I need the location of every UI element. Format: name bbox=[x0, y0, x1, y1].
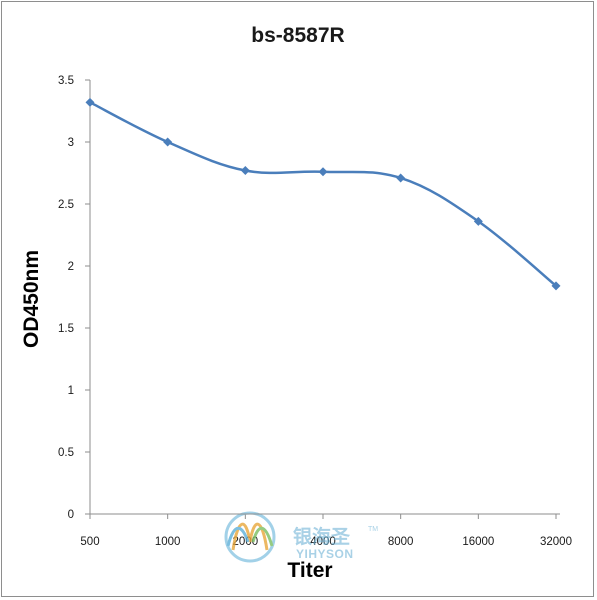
x-tick-label: 500 bbox=[80, 536, 99, 548]
data-point-marker bbox=[240, 166, 250, 176]
y-tick-label: 0 bbox=[68, 509, 74, 521]
data-point-marker bbox=[85, 97, 95, 107]
x-tick-label: 32000 bbox=[540, 536, 572, 548]
y-axis: 0 0.5 1 1.5 2 2.5 3 3.5 bbox=[58, 75, 90, 521]
x-tick-label: 16000 bbox=[462, 536, 494, 548]
data-point-marker bbox=[163, 137, 173, 147]
x-axis-title: Titer bbox=[287, 559, 332, 582]
watermark-tm: TM bbox=[368, 526, 378, 533]
data-point-marker bbox=[473, 216, 483, 226]
watermark-logo-circle bbox=[224, 511, 276, 563]
data-point-marker bbox=[551, 281, 561, 291]
series-line bbox=[89, 101, 557, 287]
watermark-chinese: 银海圣 bbox=[293, 525, 351, 548]
data-point-marker bbox=[318, 167, 328, 177]
y-tick-label: 3 bbox=[68, 137, 74, 149]
x-tick-label: 8000 bbox=[388, 536, 414, 548]
y-tick-label: 3.5 bbox=[58, 75, 74, 87]
chart-title: bs-8587R bbox=[251, 24, 344, 47]
watermark-english: YIHYSON bbox=[296, 547, 354, 561]
watermark-logo-wave-3 bbox=[251, 526, 274, 547]
watermark-logo-wave-2 bbox=[226, 526, 250, 547]
watermark-logo: 银海圣 TM YIHYSON bbox=[224, 511, 378, 563]
x-tick-label: 1000 bbox=[155, 536, 181, 548]
data-point-marker bbox=[396, 173, 406, 183]
y-tick-label: 2.5 bbox=[58, 199, 74, 211]
series-markers bbox=[85, 97, 561, 291]
y-tick-label: 1 bbox=[68, 385, 74, 397]
y-axis-title: OD450nm bbox=[20, 250, 43, 348]
y-tick-label: 0.5 bbox=[58, 447, 74, 459]
y-tick-label: 2 bbox=[68, 261, 74, 273]
y-tick-label: 1.5 bbox=[58, 323, 74, 335]
x-tick-label: 4000 bbox=[310, 536, 336, 548]
x-axis: 500 1000 2000 4000 8000 16000 32000 bbox=[80, 514, 572, 548]
